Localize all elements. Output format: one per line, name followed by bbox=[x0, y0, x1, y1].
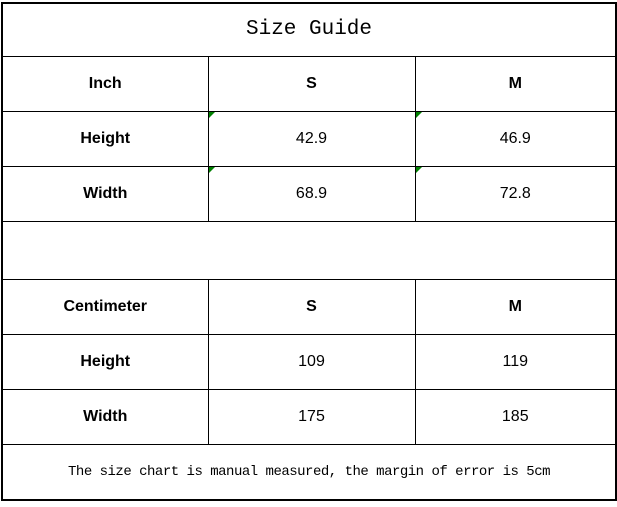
inch-header-row: Inch S M bbox=[1, 55, 617, 112]
centimeter-size-s-header: S bbox=[207, 278, 416, 335]
centimeter-width-m-value: 185 bbox=[414, 388, 617, 445]
spacer-cell bbox=[1, 220, 617, 280]
cell-text: 68.9 bbox=[295, 184, 328, 202]
page-title: Size Guide bbox=[1, 2, 617, 57]
footer-row: The size chart is manual measured, the m… bbox=[1, 443, 617, 501]
footer-note: The size chart is manual measured, the m… bbox=[1, 443, 617, 501]
centimeter-header-row: Centimeter S M bbox=[1, 278, 617, 335]
inch-width-row: Width 68.9 72.8 bbox=[1, 165, 617, 222]
inch-width-label: Width bbox=[1, 165, 209, 222]
cell-text: 42.9 bbox=[295, 129, 328, 147]
inch-size-m-header: M bbox=[414, 55, 617, 112]
inch-height-label: Height bbox=[1, 110, 209, 167]
spacer-row bbox=[1, 220, 617, 280]
inch-height-row: Height 42.9 46.9 bbox=[1, 110, 617, 167]
cell-text: 46.9 bbox=[499, 129, 531, 147]
centimeter-width-s-value: 175 bbox=[207, 388, 416, 445]
inch-width-s-value: 68.9 bbox=[207, 165, 416, 222]
inch-width-m-value: 72.8 bbox=[414, 165, 617, 222]
stored-as-text-flag-icon bbox=[209, 112, 215, 118]
centimeter-height-label: Height bbox=[1, 333, 209, 390]
inch-height-s-value: 42.9 bbox=[207, 110, 416, 167]
centimeter-height-s-value: 109 bbox=[207, 333, 416, 390]
centimeter-size-m-header: M bbox=[414, 278, 617, 335]
title-row: Size Guide bbox=[1, 2, 617, 57]
centimeter-unit-header: Centimeter bbox=[1, 278, 209, 335]
centimeter-height-m-value: 119 bbox=[414, 333, 617, 390]
inch-size-s-header: S bbox=[207, 55, 416, 112]
centimeter-width-row: Width 175 185 bbox=[1, 388, 617, 445]
stored-as-text-flag-icon bbox=[209, 167, 215, 173]
centimeter-height-row: Height 109 119 bbox=[1, 333, 617, 390]
inch-height-m-value: 46.9 bbox=[414, 110, 617, 167]
stored-as-text-flag-icon bbox=[416, 167, 422, 173]
inch-unit-header: Inch bbox=[1, 55, 209, 112]
cell-text: 72.8 bbox=[499, 184, 531, 202]
stored-as-text-flag-icon bbox=[416, 112, 422, 118]
centimeter-width-label: Width bbox=[1, 388, 209, 445]
